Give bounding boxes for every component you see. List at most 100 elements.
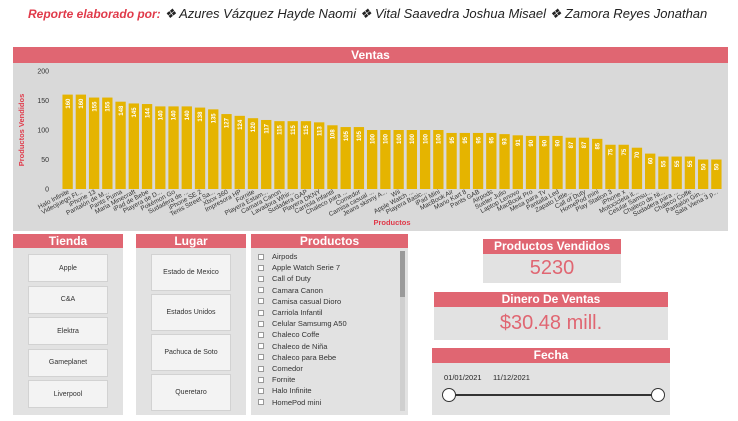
productos-option-label: Chaleco para Bebe xyxy=(272,352,337,362)
y-tick-label: 0 xyxy=(45,187,49,194)
fecha-slider-start-handle[interactable] xyxy=(442,388,456,402)
bar xyxy=(419,130,431,189)
productos-option[interactable]: Celular Samsumg A50 xyxy=(258,319,347,328)
y-tick-label: 150 xyxy=(37,98,49,105)
checkbox-icon[interactable] xyxy=(258,376,264,383)
ventas-chart-title: Ventas xyxy=(13,47,728,63)
checkbox-icon[interactable] xyxy=(258,298,264,305)
productos-option[interactable]: Carriola Infantil xyxy=(258,308,322,317)
bar-value-label: 60 xyxy=(648,157,654,164)
bar-value-label: 115 xyxy=(291,124,297,134)
bar xyxy=(486,132,497,189)
bar-value-label: 50 xyxy=(701,163,707,170)
tienda-slicer-title: Tienda xyxy=(13,234,123,248)
bar xyxy=(539,135,550,189)
bar-value-label: 113 xyxy=(317,126,323,136)
bar-value-label: 124 xyxy=(238,119,244,130)
productos-option[interactable]: Fornite xyxy=(258,375,295,384)
checkbox-icon[interactable] xyxy=(258,264,264,271)
bar xyxy=(565,137,576,189)
tienda-option[interactable]: Liverpool xyxy=(28,380,108,408)
bar-value-label: 100 xyxy=(437,133,443,144)
productos-option-label: Halo Infinite xyxy=(272,386,312,396)
productos-option[interactable]: Comedor xyxy=(258,364,303,373)
productos-option-label: Airpods xyxy=(272,252,298,261)
bar xyxy=(459,132,470,189)
productos-option[interactable]: HomePod mini xyxy=(258,398,321,407)
fecha-slider-end-handle[interactable] xyxy=(651,388,665,402)
bar-value-label: 90 xyxy=(529,139,535,146)
productos-option[interactable]: Airpods xyxy=(258,252,297,261)
x-tick-label: Wii xyxy=(390,189,401,199)
checkbox-icon[interactable] xyxy=(258,399,264,406)
checkbox-icon[interactable] xyxy=(258,331,264,338)
productos-option-label: Chaleco de Niña xyxy=(272,341,328,351)
x-axis-title: Productos xyxy=(373,218,410,227)
lugar-option[interactable]: Pachuca de Soto xyxy=(151,334,231,371)
bar xyxy=(433,130,444,189)
bar xyxy=(168,106,179,189)
fecha-slider-track[interactable] xyxy=(449,394,658,396)
productos-scrollbar[interactable] xyxy=(400,251,405,411)
checkbox-icon[interactable] xyxy=(258,253,264,260)
bar xyxy=(393,130,404,189)
bar xyxy=(618,144,629,189)
bar xyxy=(274,121,285,189)
tienda-option[interactable]: Elektra xyxy=(28,317,108,345)
checkbox-icon[interactable] xyxy=(258,365,264,372)
checkbox-icon[interactable] xyxy=(258,320,264,327)
bar xyxy=(234,115,245,189)
checkbox-icon[interactable] xyxy=(258,287,264,294)
productos-option-label: Comedor xyxy=(272,364,303,373)
lugar-option[interactable]: Estados Unidos xyxy=(151,294,231,331)
productos-option[interactable]: Camara Canon xyxy=(258,286,323,295)
bar-value-label: 100 xyxy=(423,133,429,144)
bar xyxy=(88,97,100,189)
bar-value-label: 140 xyxy=(159,110,165,121)
bar xyxy=(472,132,484,189)
tienda-option[interactable]: C&A xyxy=(28,285,108,314)
tienda-option[interactable]: Apple xyxy=(28,254,108,282)
bar xyxy=(314,122,325,189)
bar-value-label: 115 xyxy=(304,124,310,134)
bar xyxy=(208,109,219,189)
productos-option[interactable]: Chaleco para Bebe xyxy=(258,353,336,362)
productos-option[interactable]: Camisa casual Dioro xyxy=(258,297,341,306)
lugar-option[interactable]: Estado de Mexico xyxy=(151,254,231,291)
bar-value-label: 85 xyxy=(595,142,601,149)
productos-option[interactable]: Call of Duty xyxy=(258,274,311,283)
productos-option[interactable]: Chaleco Coffe xyxy=(258,330,319,339)
checkbox-icon[interactable] xyxy=(258,387,264,394)
bar xyxy=(499,134,510,189)
bar-value-label: 127 xyxy=(225,117,231,128)
productos-option-label: Carriola Infantil xyxy=(272,308,323,317)
productos-option[interactable]: Chaleco de Niña xyxy=(258,342,327,351)
bar-value-label: 144 xyxy=(145,107,151,118)
bar xyxy=(141,104,153,189)
bar-value-label: 91 xyxy=(516,139,522,146)
bar xyxy=(684,156,696,189)
bar-value-label: 75 xyxy=(622,148,628,155)
bar-value-label: 90 xyxy=(556,139,562,146)
bar xyxy=(128,103,139,189)
bar xyxy=(247,118,259,189)
productos-slicer: Productos Airpods Apple Watch Serie 7 Call… xyxy=(251,234,408,415)
checkbox-icon[interactable] xyxy=(258,343,264,350)
checkbox-icon[interactable] xyxy=(258,275,264,282)
bar xyxy=(155,106,166,189)
productos-option-label: Apple Watch Serie 7 xyxy=(272,263,341,273)
tienda-option[interactable]: Gameplanet xyxy=(28,348,108,377)
bar-value-label: 138 xyxy=(198,111,204,122)
checkbox-icon[interactable] xyxy=(258,354,264,361)
bar-value-label: 75 xyxy=(609,148,615,155)
bar-value-label: 55 xyxy=(675,160,681,167)
checkbox-icon[interactable] xyxy=(258,309,264,316)
productos-option[interactable]: Halo Infinite xyxy=(258,386,312,395)
productos-option[interactable]: Apple Watch Serie 7 xyxy=(258,263,340,272)
fecha-start-label: 01/01/2021 xyxy=(444,373,482,382)
bar xyxy=(221,114,232,189)
lugar-option[interactable]: Queretaro xyxy=(151,374,231,411)
productos-scrollbar-thumb[interactable] xyxy=(400,251,405,297)
bar-value-label: 95 xyxy=(490,136,496,143)
